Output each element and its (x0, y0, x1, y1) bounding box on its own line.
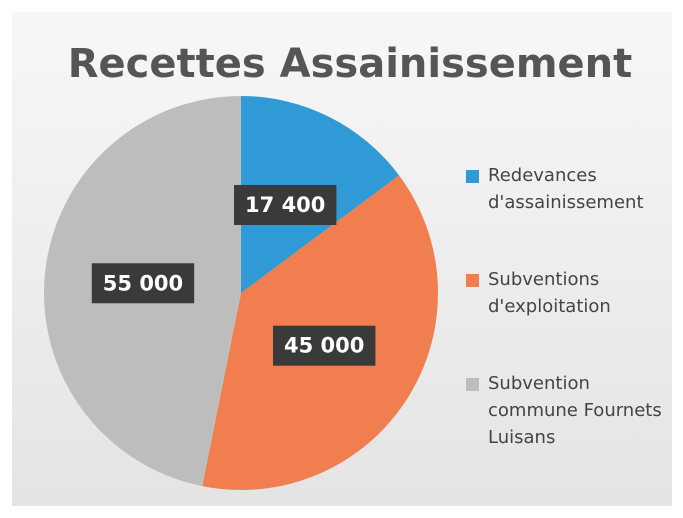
data-label-group: 55 000 (91, 263, 195, 304)
legend-label: Subvention commune Fournets Luisans (488, 373, 662, 448)
data-label-group: 45 000 (273, 325, 376, 366)
legend-swatch (466, 170, 479, 183)
data-label-group: 17 400 (234, 184, 337, 225)
pie: 17 400 45 000 55 000 (44, 96, 439, 491)
data-label-box (234, 184, 337, 225)
data-label: 55 000 (103, 271, 183, 295)
legend-item: Subvention commune Fournets Luisans (466, 370, 663, 451)
legend-item: Redevances d'assainissement (466, 162, 663, 216)
legend-label: Subventions d'exploitation (488, 269, 611, 317)
legend-swatch (466, 274, 479, 287)
data-label: 45 000 (284, 334, 364, 358)
data-label: 17 400 (245, 193, 325, 217)
data-label-box (273, 325, 376, 366)
chart-title: Recettes Assainissement (68, 41, 633, 87)
legend-label: Redevances d'assainissement (488, 165, 644, 213)
legend-swatch (466, 378, 479, 391)
legend: Redevances d'assainissement Subventions d… (466, 162, 666, 501)
data-label-box (91, 263, 195, 304)
legend-item: Subventions d'exploitation (466, 266, 663, 320)
